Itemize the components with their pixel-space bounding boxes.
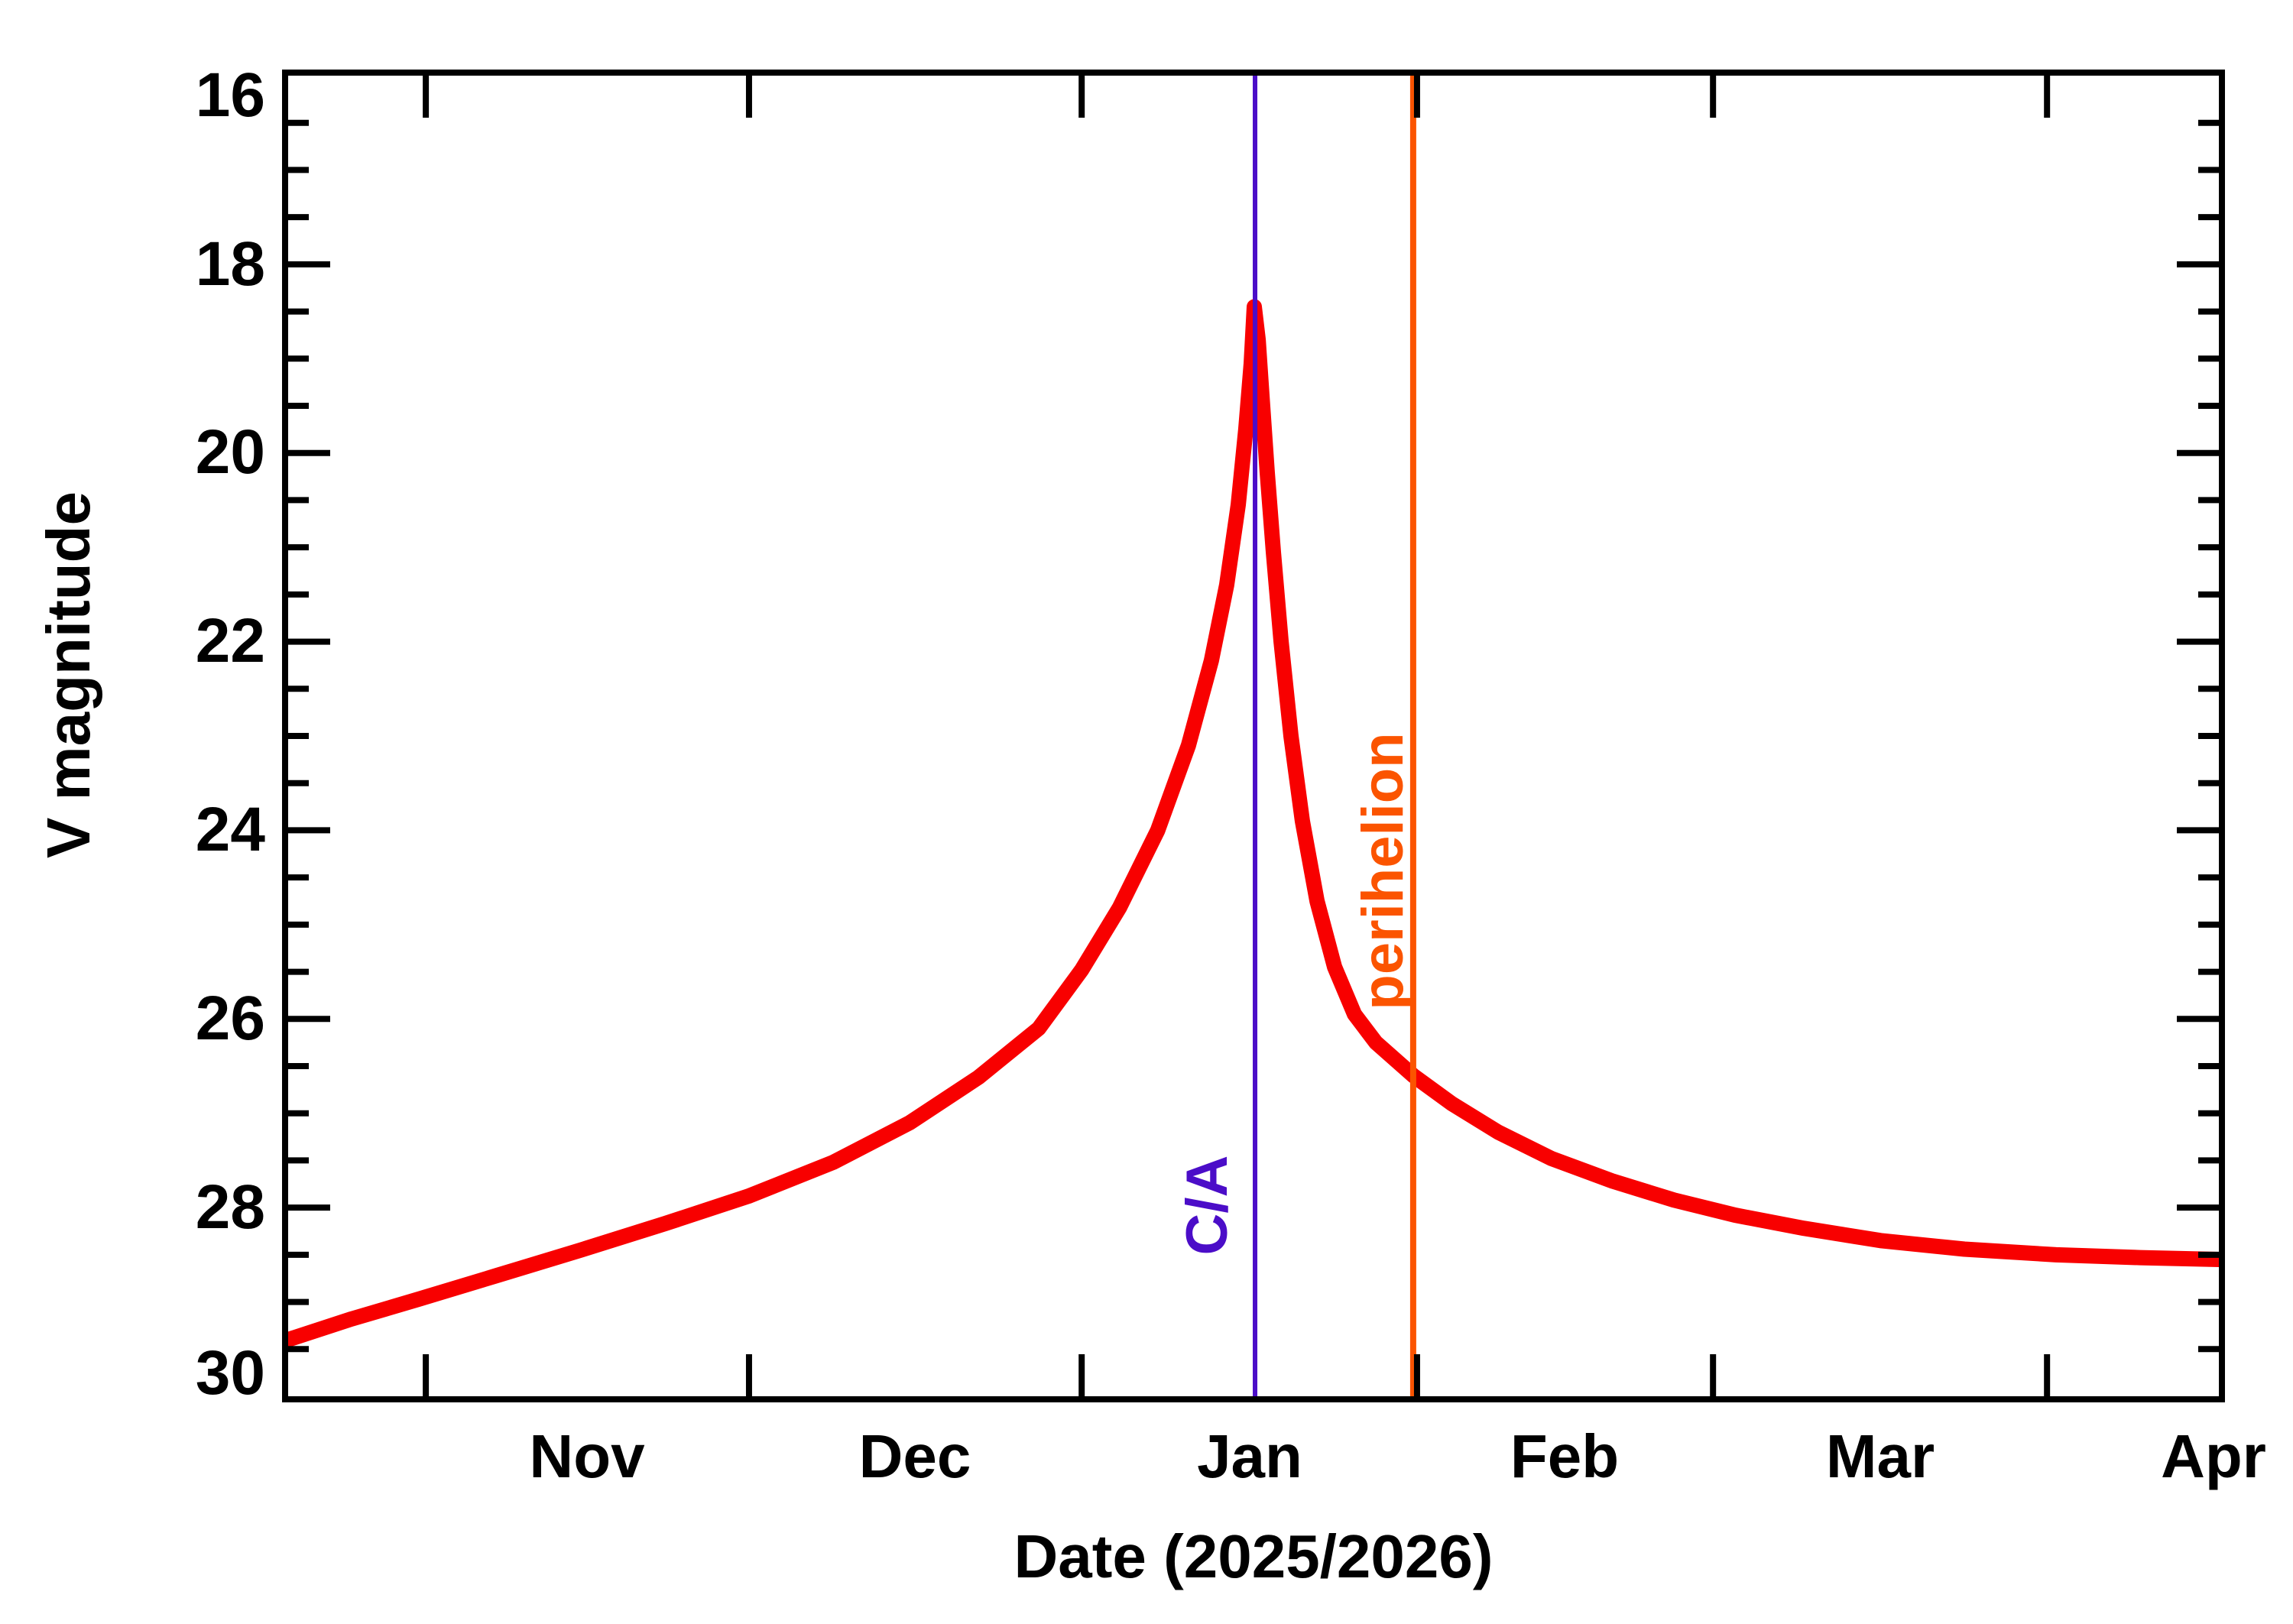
y-tick-label-18: 18	[195, 229, 265, 299]
x-tick-label-apr: Apr	[2161, 1422, 2266, 1490]
x-tick-label-jan: Jan	[1197, 1422, 1302, 1490]
magnitude-curve	[288, 299, 2219, 1347]
y-tick-label-22: 22	[195, 606, 265, 676]
close-approach-label: C/A	[1175, 1155, 1240, 1256]
x-tick-label-feb: Feb	[1510, 1422, 1620, 1490]
x-tick-label-dec: Dec	[858, 1422, 971, 1490]
y-axis-title: V magnitude	[34, 491, 102, 859]
x-tick-label-mar: Mar	[1825, 1422, 1935, 1490]
perihelion-label: perihelion	[1351, 732, 1416, 1010]
y-tick-label-30: 30	[195, 1338, 265, 1408]
plot-svg	[288, 76, 2219, 1396]
y-tick-label-28: 28	[195, 1172, 265, 1242]
x-tick-label-nov: Nov	[529, 1422, 645, 1490]
y-tick-label-24: 24	[195, 795, 265, 864]
y-tick-label-16: 16	[195, 60, 265, 130]
y-tick-label-20: 20	[195, 417, 265, 487]
x-axis-title: Date (2025/2026)	[1014, 1522, 1494, 1590]
y-tick-label-26: 26	[195, 984, 265, 1053]
